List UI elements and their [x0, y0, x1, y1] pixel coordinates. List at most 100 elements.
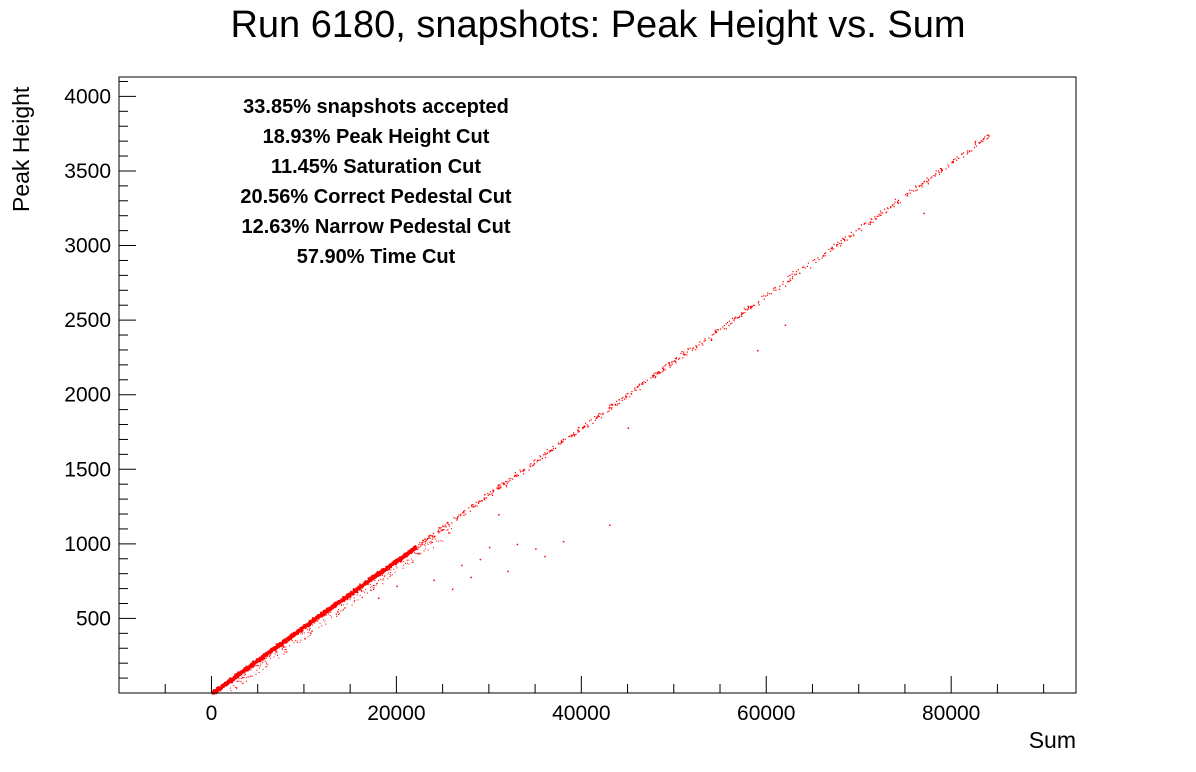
data-point	[782, 283, 784, 285]
data-point	[247, 676, 249, 678]
data-point	[395, 560, 398, 563]
data-point	[340, 605, 342, 607]
data-point	[463, 512, 465, 514]
data-point	[505, 484, 507, 487]
data-point	[227, 682, 230, 684]
data-point	[544, 457, 547, 459]
data-point	[865, 222, 867, 224]
data-point	[285, 639, 287, 642]
data-point	[373, 587, 375, 589]
data-point	[322, 614, 324, 616]
data-point	[240, 681, 242, 683]
data-point	[413, 552, 415, 554]
data-point	[478, 502, 480, 504]
data-point	[574, 435, 576, 437]
data-point	[342, 596, 344, 598]
data-point	[318, 614, 321, 616]
data-point	[920, 184, 922, 186]
data-point	[860, 229, 862, 232]
data-point	[897, 202, 899, 204]
data-point	[352, 593, 354, 596]
data-point	[474, 505, 477, 507]
data-point	[243, 677, 245, 679]
data-point	[393, 568, 395, 570]
data-point	[220, 688, 222, 691]
data-point	[551, 450, 553, 452]
y-tick-label: 2500	[64, 309, 111, 332]
data-point	[871, 218, 873, 221]
data-point	[269, 653, 271, 655]
data-point	[638, 383, 640, 385]
data-point	[716, 329, 718, 331]
data-point	[921, 182, 923, 184]
data-point	[411, 562, 413, 563]
data-point	[836, 244, 838, 246]
data-point	[424, 548, 426, 550]
data-point	[704, 338, 706, 340]
data-point	[791, 273, 793, 275]
data-point	[488, 546, 491, 549]
data-point	[789, 274, 791, 276]
data-point	[392, 565, 394, 566]
data-point	[723, 328, 725, 330]
data-point	[333, 603, 336, 605]
data-point	[325, 610, 328, 612]
data-point	[368, 578, 370, 581]
data-point	[750, 305, 752, 307]
data-point	[305, 623, 307, 626]
data-point	[968, 151, 971, 153]
data-point	[947, 164, 949, 166]
data-point	[727, 321, 729, 324]
data-point	[243, 669, 245, 671]
data-point	[407, 559, 409, 561]
data-point	[299, 630, 301, 633]
data-point	[255, 659, 258, 662]
data-point	[497, 487, 499, 489]
data-point	[549, 450, 551, 452]
data-point	[752, 304, 754, 307]
data-point	[297, 630, 299, 632]
data-point	[300, 632, 302, 634]
data-point	[930, 177, 932, 179]
data-point	[894, 201, 896, 203]
data-point	[330, 606, 332, 609]
data-point	[978, 141, 980, 143]
data-point	[941, 169, 943, 171]
data-point	[906, 192, 908, 195]
data-point	[872, 221, 874, 223]
data-point	[652, 376, 654, 378]
data-point	[325, 614, 327, 616]
data-point	[320, 611, 322, 614]
data-point	[516, 543, 519, 546]
data-point	[250, 669, 252, 671]
data-point	[249, 676, 251, 678]
data-point	[552, 445, 554, 447]
data-point	[366, 581, 367, 583]
data-point	[691, 349, 694, 351]
data-point	[243, 670, 246, 673]
data-point	[499, 484, 501, 486]
data-point	[429, 537, 431, 539]
data-point	[824, 255, 826, 257]
data-point	[262, 653, 265, 655]
data-point	[321, 616, 323, 618]
data-point	[333, 607, 335, 609]
data-point	[390, 572, 391, 573]
data-point	[235, 678, 237, 680]
data-point	[742, 312, 744, 314]
data-point	[252, 661, 255, 664]
data-point	[256, 665, 258, 667]
data-point	[260, 657, 262, 660]
data-point	[220, 685, 223, 687]
chart-title: Run 6180, snapshots: Peak Height vs. Sum	[230, 4, 965, 46]
data-point	[730, 323, 732, 325]
data-point	[222, 685, 225, 687]
data-point	[478, 501, 480, 503]
data-point	[262, 658, 264, 660]
data-point	[807, 262, 809, 264]
data-point	[356, 594, 358, 596]
data-point	[818, 259, 820, 261]
data-point	[395, 559, 397, 562]
data-point	[779, 285, 781, 287]
data-point	[246, 667, 249, 670]
